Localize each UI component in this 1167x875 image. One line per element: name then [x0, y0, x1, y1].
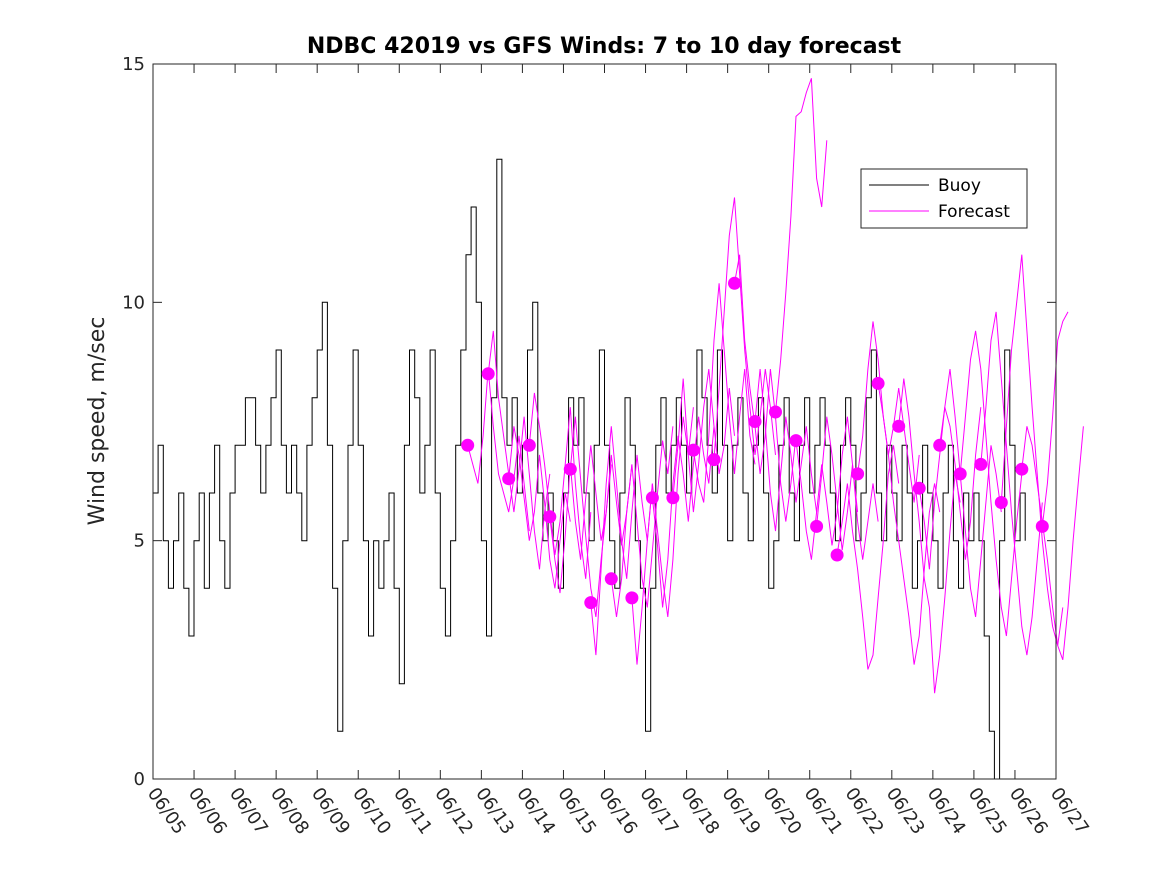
forecast-line	[1041, 311, 1069, 527]
forecast-marker	[604, 572, 618, 586]
forecast-line	[692, 283, 756, 503]
chart-title: NDBC 42019 vs GFS Winds: 7 to 10 day for…	[307, 34, 902, 59]
forecast-marker	[645, 491, 659, 505]
forecast-marker	[769, 405, 782, 419]
forecast-line	[939, 369, 1002, 617]
forecast-line	[775, 78, 828, 413]
forecast-line	[590, 426, 653, 656]
y-tick-label: 10	[122, 292, 145, 313]
forecast-line	[672, 369, 735, 513]
forecast-marker	[1015, 462, 1029, 476]
buoy-series-layer	[153, 158, 1026, 780]
forecast-line	[877, 383, 941, 665]
forecast-line	[1000, 254, 1064, 646]
forecast-line	[898, 378, 961, 694]
y-axis-label: Wind speed, m/sec	[85, 317, 110, 526]
forecast-line	[836, 445, 900, 670]
forecast-marker	[707, 453, 721, 467]
forecast-marker	[461, 438, 475, 452]
forecast-marker	[522, 438, 536, 452]
forecast-marker	[912, 481, 926, 495]
forecast-series-layer	[467, 78, 1084, 694]
legend-label-buoy: Buoy	[938, 176, 981, 196]
forecast-marker	[1035, 519, 1049, 533]
forecast-line	[713, 197, 776, 460]
forecast-line	[816, 416, 879, 560]
y-tick-label: 15	[122, 54, 145, 75]
forecast-marker	[728, 276, 741, 290]
forecast-line	[918, 407, 982, 570]
forecast-line	[528, 392, 592, 579]
forecast-marker	[666, 491, 680, 505]
forecast-line	[959, 330, 1023, 637]
buoy-line	[153, 158, 1026, 780]
forecast-markers-layer	[461, 276, 1049, 610]
forecast-line	[980, 311, 1043, 656]
forecast-marker	[830, 548, 844, 562]
forecast-marker	[974, 457, 988, 471]
forecast-line	[508, 426, 571, 589]
forecast-marker	[953, 467, 967, 481]
forecast-marker	[994, 496, 1008, 509]
legend-box	[860, 168, 1028, 229]
forecast-marker	[543, 510, 557, 524]
forecast-line	[569, 416, 633, 617]
forecast-line	[734, 254, 797, 522]
forecast-line	[1021, 426, 1084, 660]
forecast-marker	[686, 443, 700, 457]
forecast-line	[754, 369, 818, 532]
forecast-marker	[810, 519, 824, 533]
forecast-line	[610, 426, 674, 617]
forecast-line	[467, 369, 530, 532]
forecast-marker	[584, 596, 598, 610]
forecast-marker	[933, 438, 947, 452]
forecast-marker	[789, 434, 803, 448]
y-axis: 0 5 10 15	[122, 54, 1056, 790]
forecast-line	[795, 416, 859, 560]
forecast-marker	[563, 462, 577, 476]
legend: Buoy Forecast	[860, 168, 1028, 229]
forecast-line	[651, 416, 715, 608]
forecast-marker	[502, 472, 516, 486]
y-tick-label: 5	[134, 531, 145, 552]
forecast-line	[487, 330, 551, 570]
forecast-line	[631, 407, 694, 665]
forecast-marker	[481, 367, 495, 381]
forecast-marker	[851, 467, 865, 481]
forecast-marker	[748, 415, 762, 428]
forecast-marker	[871, 376, 885, 390]
forecast-line	[549, 445, 612, 594]
forecast-marker	[625, 591, 639, 605]
forecast-marker	[892, 419, 906, 433]
y-tick-label: 0	[134, 769, 145, 790]
legend-label-forecast: Forecast	[938, 202, 1010, 222]
